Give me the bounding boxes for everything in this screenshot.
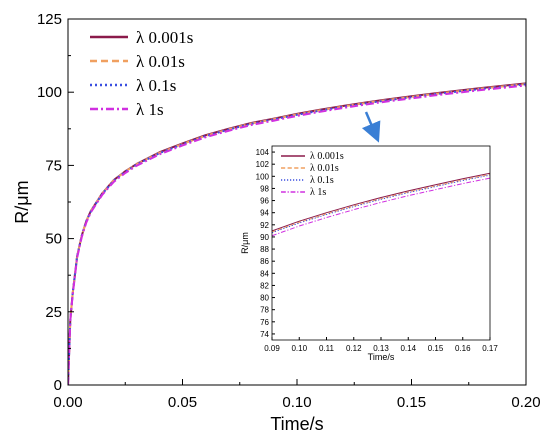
main-series-line-4	[68, 84, 526, 385]
inset-x-tick-label: 0.17	[482, 344, 498, 353]
inset-x-tick-label: 0.10	[291, 344, 307, 353]
inset-y-tick-label: 86	[260, 257, 269, 266]
inset-x-tick-label: 0.14	[400, 344, 416, 353]
main-x-axis-title: Time/s	[270, 414, 323, 434]
inset-x-tick-label: 0.12	[346, 344, 362, 353]
inset-legend-label-3: λ 0.1s	[310, 175, 334, 186]
main-y-tick-label: 125	[37, 11, 62, 28]
inset-y-tick-label: 88	[260, 245, 269, 254]
inset-series-line-2	[272, 173, 490, 233]
inset-series-line-4	[272, 177, 490, 237]
inset-y-tick-label: 96	[260, 197, 269, 206]
main-chart: 0.00 0.05 0.10 0.15 0.20 0 25 50 75 100 125 Time/s…	[12, 11, 541, 434]
main-y-axis-title: R/μm	[12, 180, 32, 223]
main-x-tick-label: 0.20	[511, 394, 540, 411]
inset-background	[238, 144, 496, 366]
inset-y-tick-label: 100	[256, 172, 270, 181]
inset-y-tick-label: 82	[260, 281, 269, 290]
main-legend-label-3: λ 0.1s	[136, 76, 176, 95]
inset-legend-label-2: λ 0.01s	[310, 163, 339, 174]
main-legend-label-4: λ 1s	[136, 100, 164, 119]
inset-series-group	[272, 172, 490, 237]
main-series-group	[68, 82, 526, 385]
inset-x-tick-label: 0.09	[264, 344, 280, 353]
main-y-tick-label: 0	[54, 377, 62, 394]
main-x-tick-label: 0.00	[53, 394, 82, 411]
inset-y-tick-label: 98	[260, 184, 269, 193]
inset-y-tick-label: 90	[260, 233, 269, 242]
inset-y-tick-label: 84	[260, 269, 269, 278]
inset-series-line-3	[272, 174, 490, 234]
inset-x-axis-title: Time/s	[368, 352, 395, 362]
inset-legend-label-4: λ 1s	[310, 187, 326, 198]
inset-y-tick-label: 94	[260, 209, 269, 218]
main-series-line-2	[68, 83, 526, 385]
inset-y-tick-label: 74	[260, 330, 269, 339]
inset-y-tick-label: 104	[256, 148, 270, 157]
inset-legend-label-1: λ 0.001s	[310, 151, 344, 162]
zoom-arrow-line	[361, 111, 381, 143]
main-legend-label-2: λ 0.01s	[136, 52, 185, 71]
main-axes: 0.00 0.05 0.10 0.15 0.20 0 25 50 75 100 125	[37, 11, 541, 411]
inset-chart: 0.09 0.10 0.11 0.12 0.13 0.14 0.15 0.16 0.17 74 76…	[238, 144, 498, 366]
main-y-tick-label: 100	[37, 84, 62, 101]
main-x-tick-label: 0.10	[282, 394, 311, 411]
inset-y-tick-label: 80	[260, 294, 269, 303]
main-legend: λ 0.001s λ 0.01s λ 0.1s λ 1s	[90, 28, 193, 119]
main-y-tick-label: 50	[45, 231, 62, 248]
main-legend-label-1: λ 0.001s	[136, 28, 193, 47]
inset-series-line-1	[272, 172, 490, 232]
inset-x-tick-label: 0.15	[428, 344, 444, 353]
inset-axes: 0.09 0.10 0.11 0.12 0.13 0.14 0.15 0.16 0.17 74 76…	[256, 148, 499, 353]
inset-x-tick-label: 0.11	[319, 344, 335, 353]
inset-y-tick-label: 76	[260, 318, 269, 327]
inset-x-tick-label: 0.13	[373, 344, 389, 353]
zoom-arrow	[361, 111, 381, 143]
inset-y-tick-label: 78	[260, 306, 269, 315]
main-x-tick-label: 0.15	[397, 394, 426, 411]
main-y-tick-label: 25	[45, 304, 62, 321]
main-x-tick-label: 0.05	[168, 394, 197, 411]
inset-y-axis-title: R/μm	[240, 232, 250, 254]
inset-y-tick-label: 92	[260, 221, 269, 230]
inset-y-tick-label: 102	[256, 160, 270, 169]
inset-x-tick-label: 0.16	[455, 344, 471, 353]
main-y-tick-label: 75	[45, 157, 62, 174]
